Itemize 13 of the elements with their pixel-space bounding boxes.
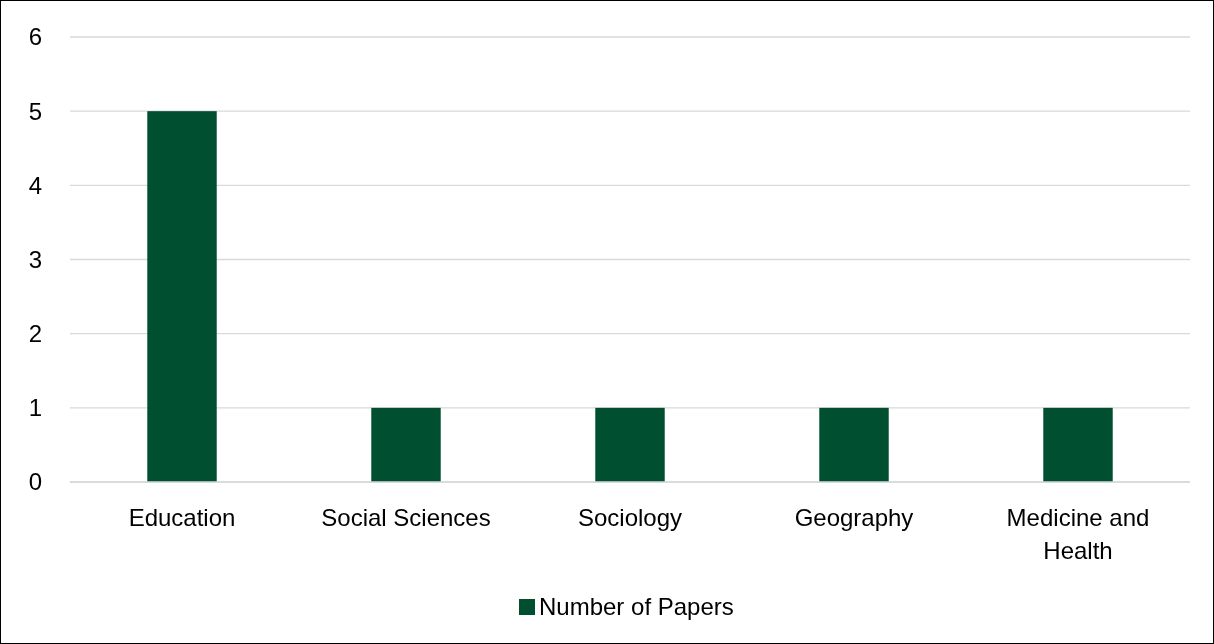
y-tick-label: 4 <box>28 171 42 199</box>
y-tick-label: 1 <box>28 394 42 422</box>
y-tick-label: 6 <box>28 23 42 51</box>
legend-label: Number of Papers <box>539 593 734 621</box>
x-tick-label: Sociology <box>577 504 683 531</box>
y-tick-label: 2 <box>28 320 42 348</box>
x-tick-label: Social Sciences <box>321 504 491 531</box>
x-tick-label: Geography <box>794 504 914 531</box>
x-tick-label: Medicine and Health <box>1006 504 1150 564</box>
y-tick-label: 3 <box>28 245 42 273</box>
x-tick-label: Education <box>128 504 236 531</box>
y-tick-label: 0 <box>28 468 42 496</box>
y-tick-label: 5 <box>28 97 42 125</box>
